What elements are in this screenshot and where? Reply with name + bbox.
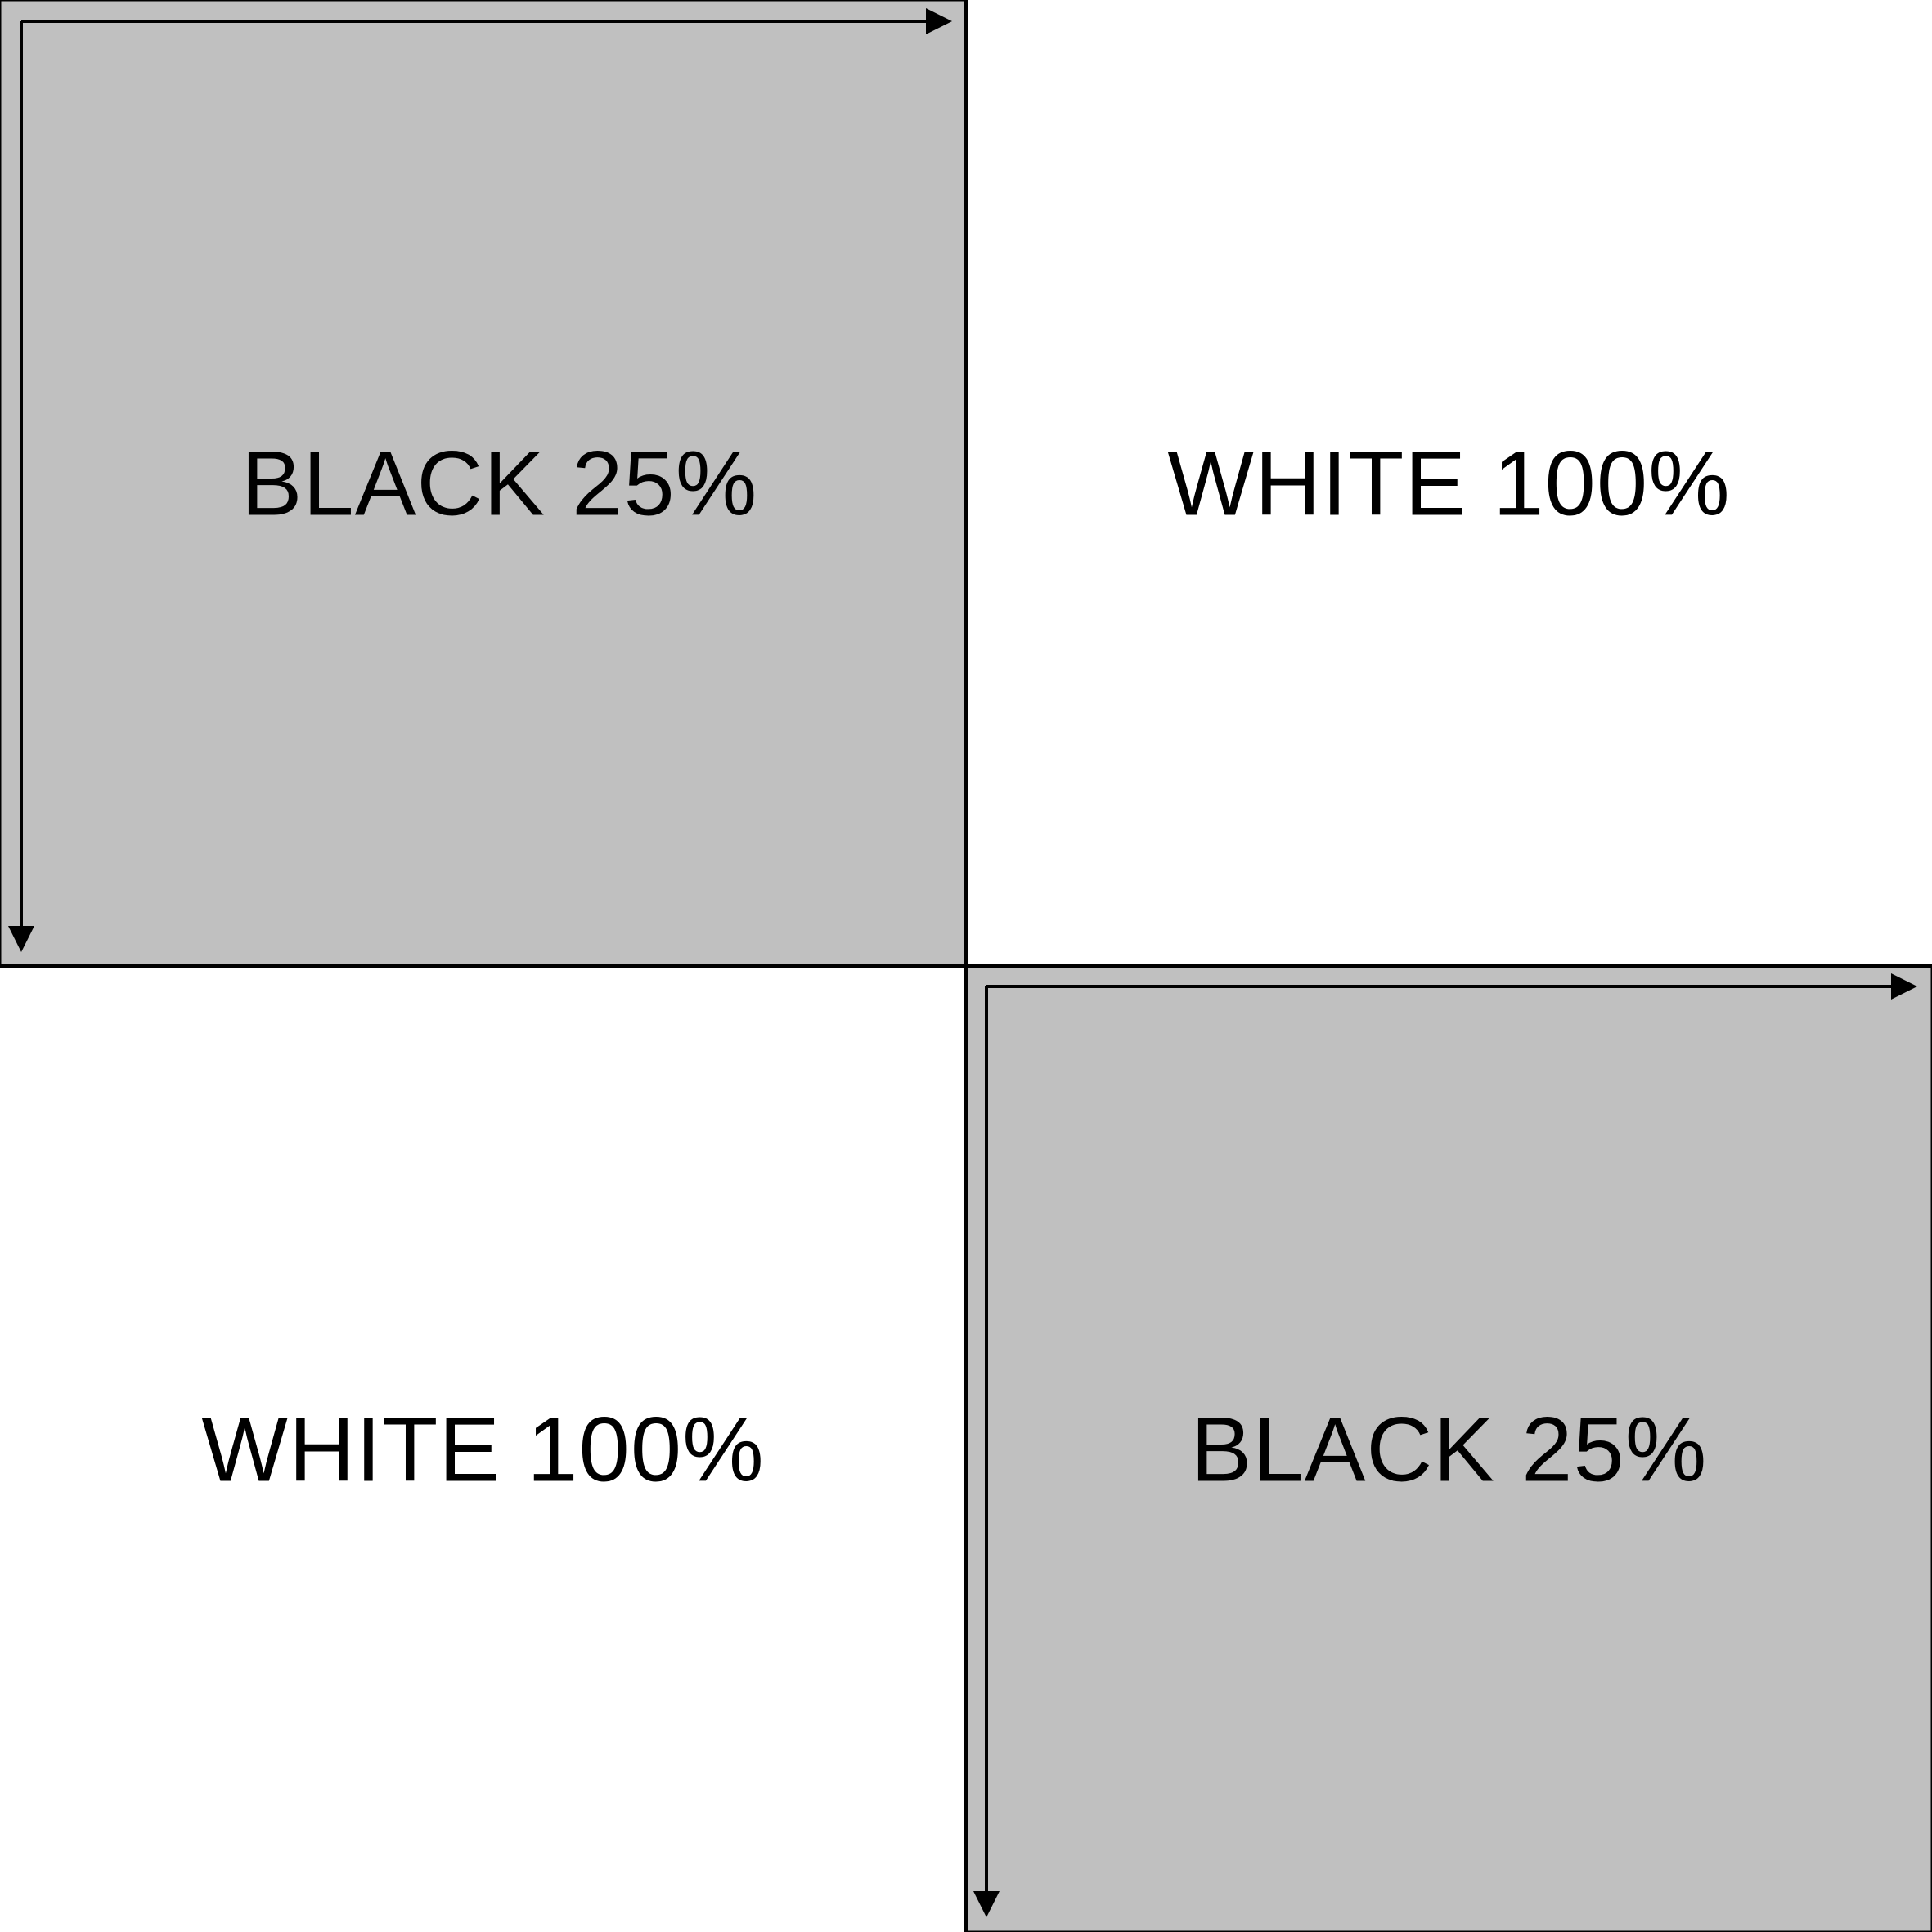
quadrant-label-bottom-left: WHITE 100% bbox=[201, 1398, 765, 1500]
quadrant-label-top-left: BLACK 25% bbox=[240, 432, 758, 534]
quadrant-label-bottom-right: BLACK 25% bbox=[1190, 1398, 1708, 1500]
quadrant-top-right: WHITE 100% bbox=[966, 0, 1932, 966]
quadrant-label-top-right: WHITE 100% bbox=[1167, 432, 1731, 534]
quadrant-top-left: BLACK 25% bbox=[0, 0, 966, 966]
quadrant-bottom-right: BLACK 25% bbox=[966, 966, 1932, 1932]
quadrant-bottom-left: WHITE 100% bbox=[0, 966, 966, 1932]
